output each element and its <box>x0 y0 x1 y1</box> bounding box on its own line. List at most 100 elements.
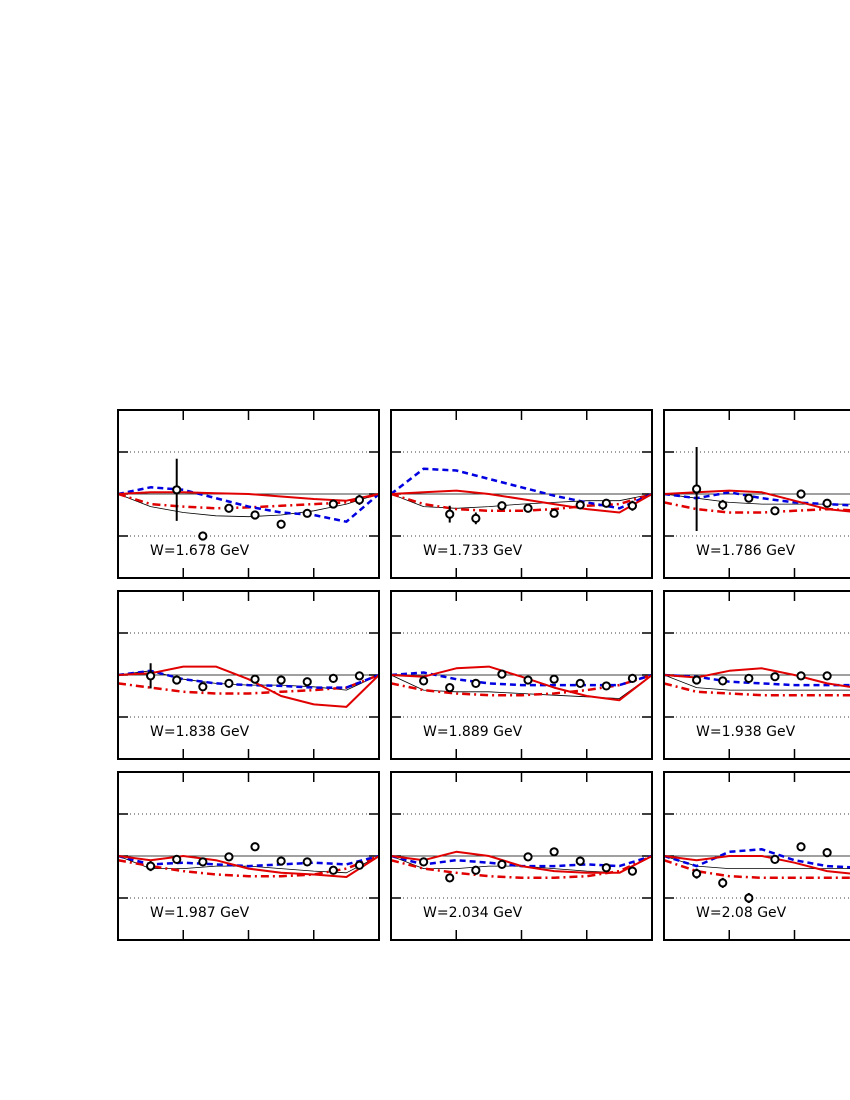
panel-frame <box>390 771 653 941</box>
data-point <box>146 861 156 871</box>
data-point <box>471 678 481 689</box>
annotation: W=1.889 GeV <box>423 724 523 740</box>
data-point <box>224 503 234 513</box>
data-point <box>302 677 312 687</box>
data-point <box>549 508 559 518</box>
panel: W=1.786 GeV <box>663 409 850 579</box>
model-curve <box>664 682 850 697</box>
data-point <box>497 501 507 511</box>
data-point <box>822 848 832 858</box>
data-point <box>250 674 260 684</box>
data-point <box>549 847 559 857</box>
data-point <box>601 498 611 508</box>
data-point <box>328 673 338 683</box>
data-point <box>770 854 780 864</box>
panel-frame <box>390 590 653 760</box>
model-curve <box>664 673 850 687</box>
data-point <box>744 493 754 503</box>
model-curve <box>664 491 850 507</box>
data-point <box>172 675 182 685</box>
data-point <box>328 499 338 509</box>
model-curve <box>118 855 379 878</box>
panel-frame <box>663 409 850 579</box>
data-point <box>692 484 702 494</box>
data-point <box>146 671 156 681</box>
data-point <box>354 860 365 870</box>
data-point <box>627 866 638 876</box>
model-curve <box>118 854 379 868</box>
panel: W=1.938 GeV <box>663 590 850 760</box>
data-point <box>471 513 481 523</box>
data-point <box>172 854 182 864</box>
data-point <box>601 863 611 873</box>
panel-frame <box>117 771 380 941</box>
model-curve <box>118 491 379 502</box>
data-point <box>601 681 611 691</box>
annotation: W=2.08 GeV <box>696 905 787 921</box>
model-curve <box>664 493 850 505</box>
data-point <box>354 495 365 505</box>
model-curve <box>664 667 850 688</box>
annotation: W=1.838 GeV <box>150 724 250 740</box>
data-point <box>302 857 312 867</box>
data-point <box>744 673 754 683</box>
data-point <box>250 510 260 520</box>
data-point <box>822 671 832 681</box>
data-point <box>198 857 208 867</box>
data-point <box>198 531 208 541</box>
data-point <box>172 485 182 495</box>
data-point <box>497 669 507 679</box>
annotation: W=1.733 GeV <box>423 543 523 559</box>
data-point <box>796 489 806 499</box>
data-point <box>328 865 338 875</box>
panel-frame <box>663 771 850 941</box>
model-curve <box>391 489 652 514</box>
panel: W=2.034 GeV <box>390 771 653 941</box>
plot-area <box>391 665 652 702</box>
data-point <box>770 506 780 516</box>
model-curve <box>664 855 850 875</box>
data-point <box>692 675 702 685</box>
model-curve <box>391 850 652 874</box>
model-curve <box>118 673 379 695</box>
annotation: W=2.034 GeV <box>423 905 523 921</box>
data-point <box>523 852 533 862</box>
panel: W=2.08 GeV <box>663 771 850 941</box>
model-curve <box>118 669 379 689</box>
plot-area <box>118 842 379 878</box>
plot-area <box>664 446 850 531</box>
model-curve <box>664 501 850 514</box>
panel-frame <box>390 409 653 579</box>
annotation: W=1.786 GeV <box>696 543 796 559</box>
data-point <box>445 873 455 883</box>
data-point <box>419 857 429 867</box>
panel: W=1.838 GeV <box>117 590 380 760</box>
panel-frame <box>663 590 850 760</box>
data-point <box>354 671 365 681</box>
model-curve <box>664 674 850 691</box>
model-curve <box>391 467 652 510</box>
panel-frame <box>117 409 380 579</box>
data-point <box>796 671 806 681</box>
model-curve <box>391 665 652 702</box>
panel: W=1.678 GeV <box>117 409 380 579</box>
data-point <box>224 678 234 689</box>
data-point <box>302 508 312 518</box>
data-point <box>471 865 481 875</box>
data-point <box>718 878 728 888</box>
data-point <box>575 500 585 510</box>
data-point <box>224 852 234 862</box>
data-point <box>575 678 585 689</box>
data-point <box>796 842 806 852</box>
data-point <box>627 673 638 683</box>
plot-area <box>664 667 850 697</box>
data-point <box>718 676 728 686</box>
data-point <box>497 859 507 870</box>
annotation: W=1.938 GeV <box>696 724 796 740</box>
data-point <box>692 869 702 879</box>
data-point <box>718 500 728 510</box>
data-point <box>549 674 559 684</box>
model-curve <box>118 486 379 523</box>
panel: W=1.733 GeV <box>390 409 653 579</box>
